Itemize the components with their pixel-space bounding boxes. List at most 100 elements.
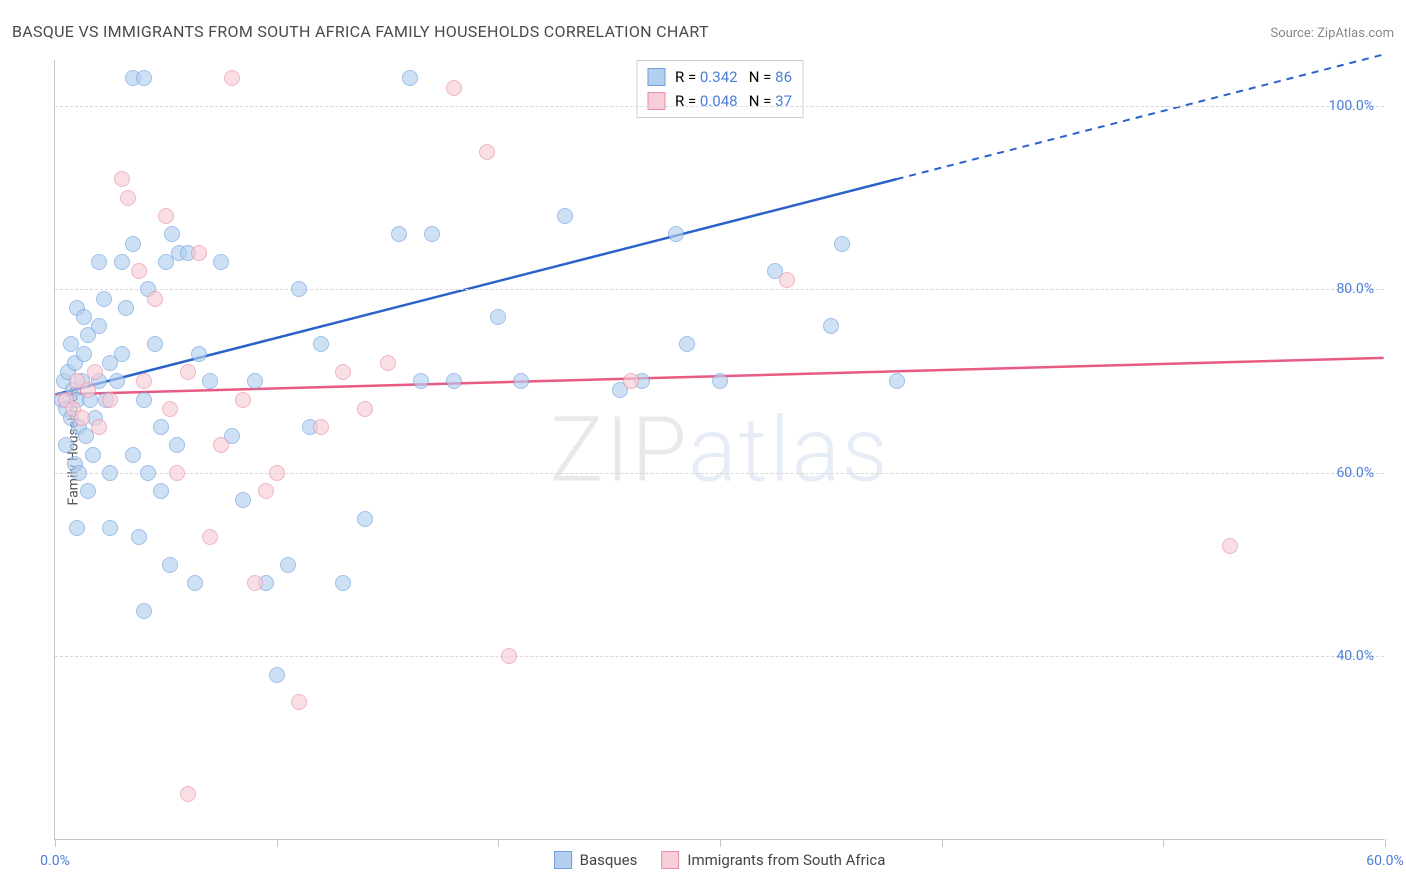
scatter-point xyxy=(291,281,307,297)
legend-row: R = 0.342 N = 86 xyxy=(647,65,792,89)
scatter-point xyxy=(557,208,573,224)
scatter-point xyxy=(136,373,152,389)
scatter-point xyxy=(169,437,185,453)
scatter-point xyxy=(280,557,296,573)
watermark: ZIPatlas xyxy=(549,397,889,502)
scatter-point xyxy=(413,373,429,389)
scatter-point xyxy=(164,226,180,242)
scatter-point xyxy=(446,80,462,96)
scatter-point xyxy=(834,236,850,252)
scatter-point xyxy=(109,373,125,389)
scatter-point xyxy=(269,667,285,683)
legend-row: R = 0.048 N = 37 xyxy=(647,89,792,113)
scatter-point xyxy=(71,465,87,481)
x-tick xyxy=(720,839,721,847)
correlation-legend: R = 0.342 N = 86 R = 0.048 N = 37 xyxy=(636,60,803,118)
scatter-point xyxy=(102,392,118,408)
scatter-point xyxy=(247,373,263,389)
scatter-point xyxy=(85,447,101,463)
scatter-point xyxy=(136,70,152,86)
scatter-point xyxy=(823,318,839,334)
scatter-point xyxy=(889,373,905,389)
gridline-h xyxy=(55,106,1384,107)
y-tick-label: 80.0% xyxy=(1336,281,1374,297)
scatter-point xyxy=(158,208,174,224)
scatter-point xyxy=(235,492,251,508)
scatter-point xyxy=(202,373,218,389)
scatter-point xyxy=(1222,538,1238,554)
x-tick xyxy=(942,839,943,847)
scatter-point xyxy=(479,144,495,160)
scatter-point xyxy=(335,575,351,591)
scatter-point xyxy=(380,355,396,371)
scatter-point xyxy=(114,254,130,270)
scatter-point xyxy=(63,336,79,352)
scatter-point xyxy=(213,254,229,270)
scatter-point xyxy=(96,291,112,307)
scatter-point xyxy=(76,346,92,362)
series-legend-item: Immigrants from South Africa xyxy=(661,851,885,869)
scatter-point xyxy=(118,300,134,316)
scatter-point xyxy=(291,694,307,710)
scatter-point xyxy=(313,419,329,435)
scatter-point xyxy=(391,226,407,242)
legend-swatch xyxy=(554,851,572,869)
scatter-point xyxy=(269,465,285,481)
legend-stats: R = 0.048 N = 37 xyxy=(675,92,792,110)
scatter-point xyxy=(131,263,147,279)
scatter-point xyxy=(153,483,169,499)
scatter-point xyxy=(169,465,185,481)
x-tick xyxy=(1163,839,1164,847)
trend-lines xyxy=(55,60,1384,839)
series-legend-item: Basques xyxy=(554,851,638,869)
scatter-point xyxy=(125,447,141,463)
scatter-point xyxy=(114,171,130,187)
scatter-point xyxy=(74,410,90,426)
scatter-point xyxy=(357,511,373,527)
legend-stats: R = 0.342 N = 86 xyxy=(675,68,792,86)
scatter-point xyxy=(679,336,695,352)
gridline-h xyxy=(55,289,1384,290)
series-legend: Basques Immigrants from South Africa xyxy=(554,851,886,869)
scatter-point xyxy=(313,336,329,352)
series-legend-label: Immigrants from South Africa xyxy=(687,851,885,869)
scatter-point xyxy=(180,364,196,380)
scatter-point xyxy=(140,465,156,481)
scatter-point xyxy=(76,309,92,325)
x-tick-label: 60.0% xyxy=(1366,853,1404,869)
scatter-point xyxy=(136,603,152,619)
scatter-point xyxy=(490,309,506,325)
scatter-point xyxy=(125,236,141,252)
legend-swatch xyxy=(661,851,679,869)
scatter-point xyxy=(91,419,107,435)
scatter-point xyxy=(258,483,274,499)
scatter-point xyxy=(80,483,96,499)
scatter-point xyxy=(446,373,462,389)
x-tick xyxy=(1385,839,1386,847)
y-tick-label: 40.0% xyxy=(1336,648,1374,664)
scatter-point xyxy=(131,529,147,545)
scatter-point xyxy=(668,226,684,242)
scatter-point xyxy=(147,291,163,307)
x-tick-label: 0.0% xyxy=(40,853,70,869)
scatter-point xyxy=(779,272,795,288)
x-tick xyxy=(55,839,56,847)
scatter-point xyxy=(69,520,85,536)
scatter-point xyxy=(87,364,103,380)
watermark-part1: ZIP xyxy=(549,397,688,502)
gridline-h xyxy=(55,473,1384,474)
scatter-point xyxy=(162,401,178,417)
scatter-point xyxy=(58,437,74,453)
scatter-plot-area: ZIPatlas R = 0.342 N = 86 R = 0.048 N = 3… xyxy=(54,60,1384,840)
legend-swatch xyxy=(647,92,665,110)
scatter-point xyxy=(424,226,440,242)
gridline-h xyxy=(55,656,1384,657)
scatter-point xyxy=(114,346,130,362)
source-attribution: Source: ZipAtlas.com xyxy=(1270,26,1394,41)
scatter-point xyxy=(357,401,373,417)
scatter-point xyxy=(235,392,251,408)
scatter-point xyxy=(136,392,152,408)
scatter-point xyxy=(247,575,263,591)
scatter-point xyxy=(402,70,418,86)
legend-swatch xyxy=(647,68,665,86)
